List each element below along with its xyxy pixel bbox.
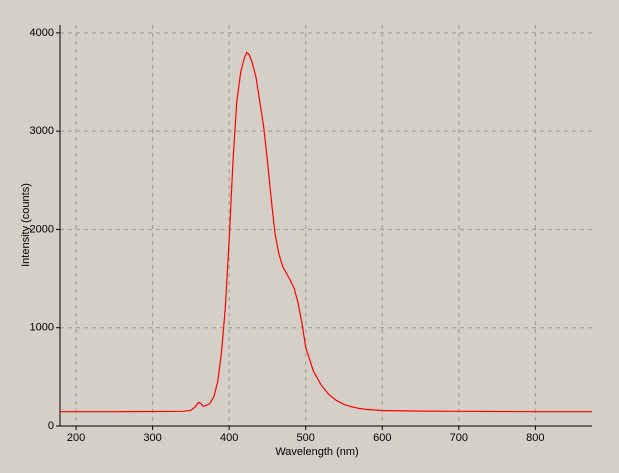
x-tick-label: 400 <box>220 432 238 444</box>
x-tick-label: 800 <box>526 432 544 444</box>
x-tick-label: 700 <box>450 432 468 444</box>
y-tick-label: 4000 <box>30 27 54 39</box>
y-tick-label: 2000 <box>30 223 54 235</box>
y-tick-label: 0 <box>48 420 54 432</box>
y-tick-label: 1000 <box>30 322 54 334</box>
x-tick-label: 200 <box>67 432 85 444</box>
x-tick-label: 300 <box>143 432 161 444</box>
y-axis-label: Intensity (counts) <box>20 183 32 267</box>
x-axis-label: Wavelength (nm) <box>275 446 358 458</box>
spectrum-line <box>60 51 592 413</box>
y-tick-label: 3000 <box>30 125 54 137</box>
x-tick-label: 500 <box>297 432 315 444</box>
x-tick-label: 600 <box>373 432 391 444</box>
